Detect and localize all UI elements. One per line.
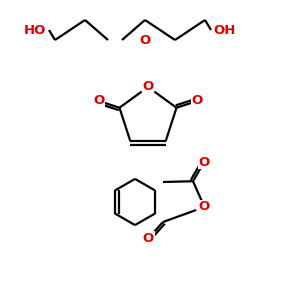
Text: O: O [142, 80, 154, 94]
Text: O: O [198, 156, 210, 169]
Text: O: O [192, 94, 203, 107]
Text: OH: OH [214, 23, 236, 37]
Text: O: O [199, 200, 210, 214]
Text: O: O [143, 232, 154, 245]
Text: HO: HO [24, 23, 46, 37]
Text: O: O [93, 94, 104, 107]
Text: O: O [140, 34, 151, 46]
